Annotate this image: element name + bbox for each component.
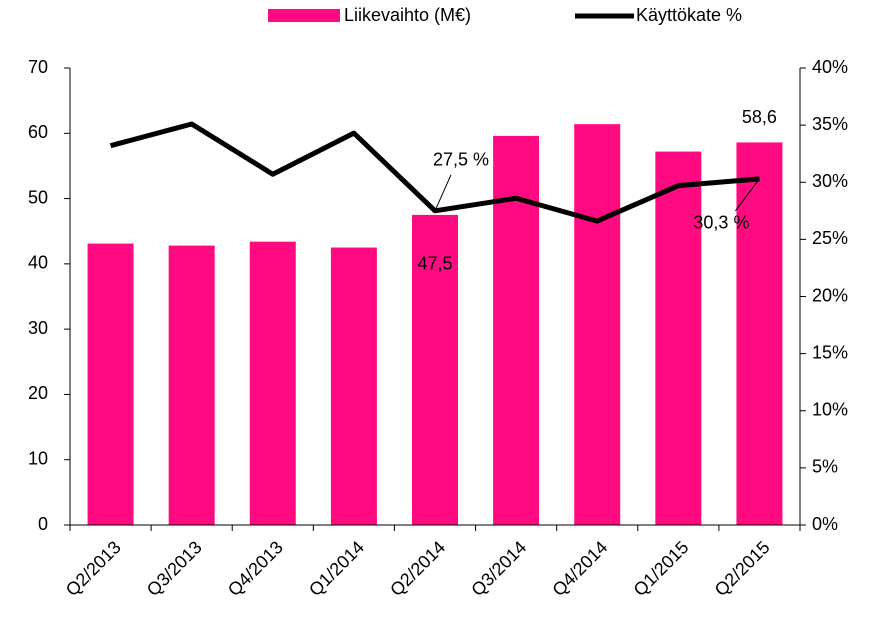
y-tick-label: 70	[28, 57, 48, 77]
y-tick-label: 10	[28, 448, 48, 468]
bar	[574, 124, 621, 525]
bar	[736, 142, 783, 525]
legend-label: Liikevaihto (M€)	[344, 5, 471, 25]
y-tick-label: 0	[38, 514, 48, 534]
y2-tick-label: 35%	[812, 114, 848, 134]
legend-swatch	[268, 9, 340, 22]
y2-tick-label: 25%	[812, 228, 848, 248]
x-tick-label: Q4/2014	[548, 537, 611, 600]
leader-line	[434, 174, 452, 212]
x-tick-label: Q3/2014	[467, 537, 530, 600]
bar	[168, 245, 215, 525]
leader-line	[735, 178, 760, 212]
x-tick-label: Q4/2013	[224, 537, 287, 600]
y2-tick-label: 10%	[812, 400, 848, 420]
bar-label: 58,6	[742, 107, 777, 127]
y2-tick-label: 20%	[812, 285, 848, 305]
legend-label: Käyttökate %	[636, 5, 742, 25]
y-tick-label: 40	[28, 253, 48, 273]
x-tick-label: Q2/2014	[386, 537, 449, 600]
y2-tick-label: 5%	[812, 457, 838, 477]
bar	[412, 214, 458, 525]
y2-tick-label: 40%	[812, 57, 848, 77]
y2-tick-label: 30%	[812, 171, 848, 191]
y2-tick-label: 0%	[812, 514, 838, 534]
bar	[249, 241, 296, 525]
bar-label: 47,5	[417, 254, 452, 274]
y-tick-label: 50	[28, 187, 48, 207]
x-tick-label: Q2/2015	[711, 537, 774, 600]
y-tick-label: 60	[28, 122, 48, 142]
x-tick-label: Q1/2014	[305, 537, 368, 600]
bar	[655, 151, 702, 525]
y2-tick-label: 15%	[812, 342, 848, 362]
x-tick-label: Q3/2013	[143, 537, 206, 600]
bar	[330, 247, 377, 526]
bar	[493, 135, 540, 525]
bar	[87, 243, 134, 525]
x-tick-label: Q1/2015	[630, 537, 693, 600]
line-label: 30,3 %	[693, 213, 749, 233]
y-tick-label: 20	[28, 383, 48, 403]
y-tick-label: 30	[28, 318, 48, 338]
line-label: 27,5 %	[433, 150, 489, 170]
x-tick-label: Q2/2013	[62, 537, 125, 600]
